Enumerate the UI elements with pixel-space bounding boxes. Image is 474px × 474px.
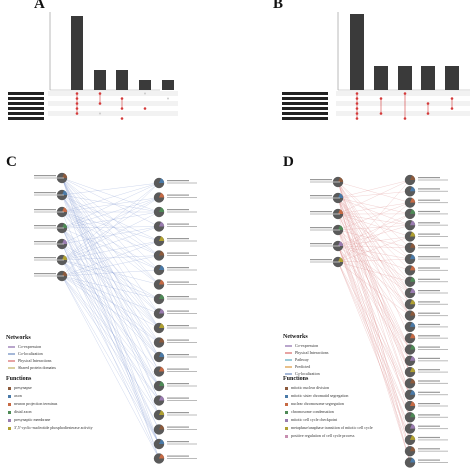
legend-item: Shared protein domains [8, 365, 56, 370]
upset-bar [350, 14, 364, 90]
upset-plot-b [282, 12, 470, 120]
legend-swatch [285, 352, 292, 355]
legend-swatch [8, 410, 11, 414]
legend-label: Physical Interactions [295, 350, 329, 355]
network-nodes [310, 174, 448, 468]
legend-item: Pathway [285, 357, 309, 362]
legend-label: distal axon [14, 409, 32, 414]
legend-swatch [285, 359, 292, 362]
legend-swatch [285, 386, 288, 390]
legend-item: presynapse [8, 385, 32, 390]
legend-item: positive regulation of cell cycle proces… [285, 433, 354, 438]
legend-swatch [285, 394, 288, 398]
legend-swatch [285, 426, 288, 430]
panel-letter-c: C [6, 154, 17, 170]
legend-label: Physical Interactions [18, 358, 52, 363]
legend-label: Shared protein domains [18, 365, 56, 370]
network-edges [61, 177, 160, 459]
upset-bar [445, 66, 459, 90]
legend-swatch [8, 353, 15, 356]
legend-item: presynaptic membrane [8, 417, 50, 422]
legend-item: axon [8, 393, 22, 398]
legend-label: positive regulation of cell cycle proces… [291, 433, 355, 438]
legend-swatch [8, 360, 15, 363]
upset-plot-a [8, 12, 178, 120]
upset-bar [162, 80, 174, 90]
legend-swatch [285, 402, 288, 406]
functions-title-c: Functions [6, 376, 32, 382]
legend-label: nuclear chromosome segregation [291, 401, 344, 406]
upset-bar [398, 66, 412, 90]
legend-item: mitotic cell cycle checkpoint [285, 417, 337, 422]
legend-label: mitotic cell cycle checkpoint [291, 417, 338, 422]
legend-item: Co-localization [8, 351, 43, 356]
legend-swatch [285, 345, 292, 348]
legend-label: presynapse [14, 385, 32, 390]
upset-bar [421, 66, 435, 90]
legend-swatch [285, 410, 288, 414]
legend-swatch [8, 367, 15, 370]
legend-item: mitotic sister chromatid segregation [285, 393, 348, 398]
legend-item: mitotic nuclear division [285, 385, 329, 390]
upset-bar [374, 66, 388, 90]
upset-bar [116, 70, 128, 90]
legend-label: chromosome condensation [291, 409, 334, 414]
legend-item: Co-expression [8, 344, 41, 349]
legend-label: Co-expression [18, 344, 42, 349]
legend-item: nuclear chromosome segregation [285, 401, 344, 406]
upset-matrix-b [336, 91, 470, 120]
legend-swatch [285, 418, 288, 422]
set-size-bars [282, 92, 328, 120]
legend-label: metaphase/anaphase transition of mitotic… [291, 425, 373, 430]
legend-swatch [8, 402, 11, 406]
legend-label: Co-localization [18, 351, 43, 356]
legend-swatch [8, 426, 11, 430]
legend-label: Predicted [295, 364, 311, 369]
legend-item: Co-localization [285, 371, 320, 376]
legend-label: 3',5'-cyclic-nucleotide phosphodiesteras… [14, 425, 93, 430]
legend-item: Physical Interactions [285, 350, 328, 355]
legend-swatch [8, 394, 11, 398]
networks-title-d: Networks [283, 334, 308, 340]
legend-label: presynaptic membrane [14, 417, 51, 422]
panel-letter-a: A [34, 0, 45, 12]
set-size-bars [8, 92, 44, 120]
legend-label: Co-expression [295, 343, 319, 348]
legend-item: metaphase/anaphase transition of mitotic… [285, 425, 373, 430]
legend-swatch [8, 418, 11, 422]
legend-item: distal axon [8, 409, 31, 414]
functions-title-d: Functions [283, 376, 309, 382]
legend-label: Pathway [295, 357, 309, 362]
legend-label: mitotic nuclear division [291, 385, 329, 390]
upset-bar [94, 70, 106, 90]
upset-matrix-a [48, 91, 178, 120]
legend-label: Co-localization [295, 371, 320, 376]
legend-label: axon [14, 393, 22, 398]
legend-item: Physical Interactions [8, 358, 51, 363]
legend-swatch [285, 434, 288, 438]
panel-letter-b: B [273, 0, 284, 12]
legend-swatch [8, 346, 15, 349]
network-edges [337, 179, 411, 463]
legend-swatch [8, 386, 11, 390]
upset-bar [71, 16, 83, 90]
legend-item: 3',5'-cyclic-nucleotide phosphodiesteras… [8, 425, 93, 430]
legend-item: chromosome condensation [285, 409, 334, 414]
legend-item: neuron projection terminus [8, 401, 57, 406]
legend-label: mitotic sister chromatid segregation [291, 393, 349, 398]
legend-item: Co-expression [285, 343, 318, 348]
legend-swatch [285, 373, 292, 376]
legend-label: neuron projection terminus [14, 401, 58, 406]
network-nodes [34, 172, 197, 464]
panel-letter-d: D [283, 154, 294, 170]
upset-bar [139, 80, 151, 90]
legend-swatch [285, 366, 292, 369]
networks-title-c: Networks [6, 335, 31, 341]
legend-item: Predicted [285, 364, 310, 369]
